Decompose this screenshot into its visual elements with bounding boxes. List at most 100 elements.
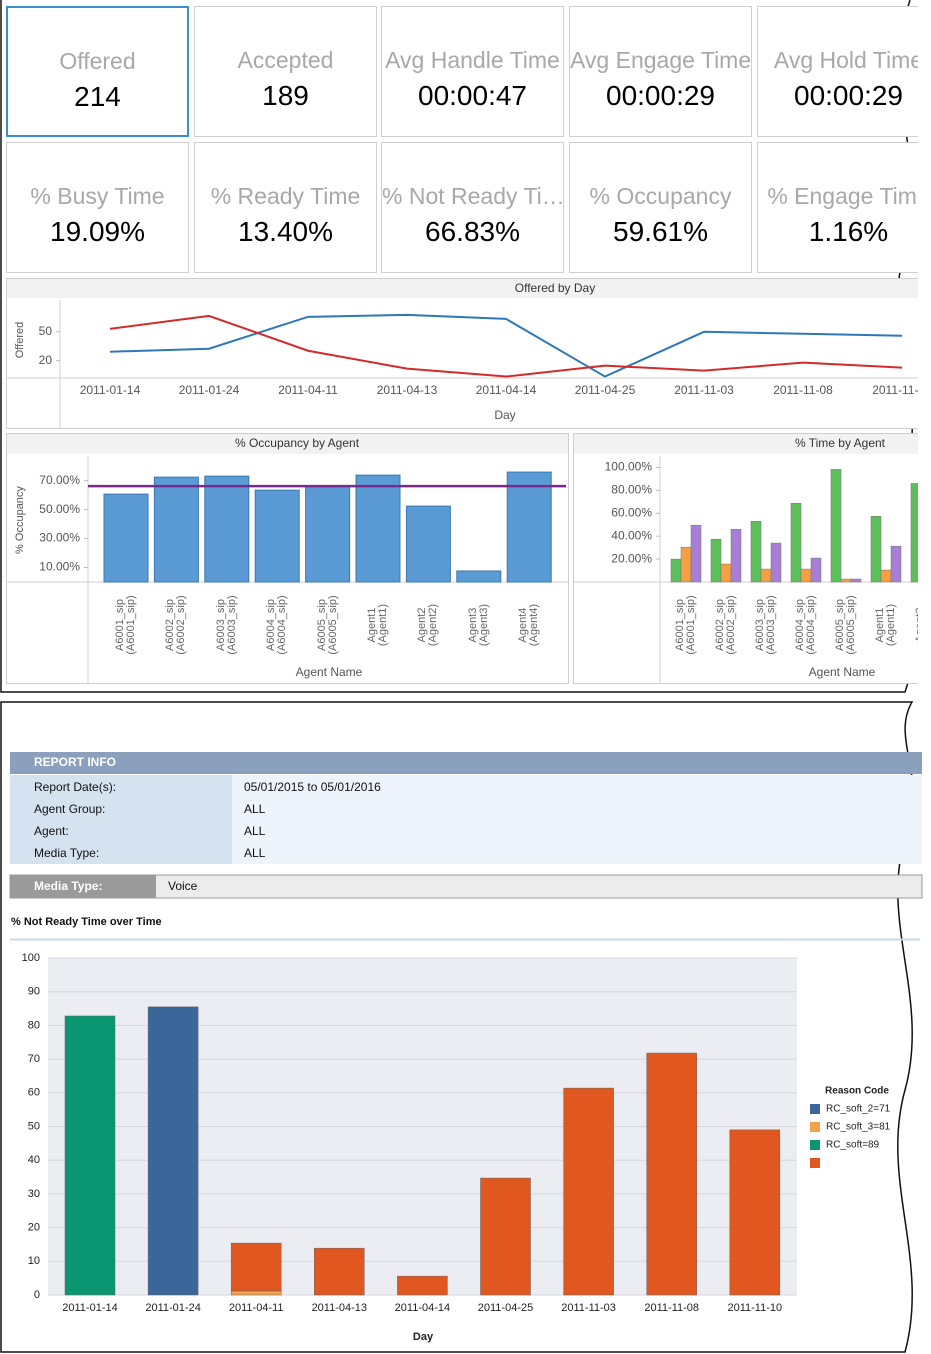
x-tick-label: 2011-04-25: [478, 1302, 533, 1314]
kpi-tile: Avg Handle Time 00:00:47: [381, 6, 564, 137]
bar-segment: [147, 1006, 199, 1296]
x-tick-label: A6004_sip (A6004_sip): [794, 595, 817, 655]
chart-frame: [573, 433, 918, 684]
bar: [456, 570, 502, 583]
x-tick-label: A6001_sip (A6001_sip): [114, 595, 137, 655]
x-tick-label: 2011-04-25: [575, 383, 636, 397]
y-axis-title: % Occupancy: [14, 486, 26, 554]
bar: [506, 471, 552, 583]
x-tick-label: A6002_sip (A6002_sip): [714, 595, 737, 655]
bar: [305, 485, 351, 583]
kpi-tile: % Ready Time 13.40%: [194, 142, 377, 273]
x-tick-label: Agent2 (Agent2): [914, 607, 918, 643]
bar: [730, 529, 742, 583]
report-label: Agent:: [34, 824, 69, 838]
bar: [720, 563, 732, 583]
report-header-bar: [10, 752, 922, 774]
y-tick-label: 100: [22, 952, 40, 964]
kpi-tile: % Engage Time 1.16%: [757, 142, 918, 273]
bar: [850, 578, 862, 583]
y-tick-label: 100.00%: [605, 460, 653, 474]
x-tick-label: 2011-01-14: [80, 383, 141, 397]
bar: [890, 545, 902, 583]
x-tick-label: A6003_sip (A6003_sip): [214, 595, 238, 655]
y-tick-label: 70: [28, 1053, 40, 1065]
section-title: % Not Ready Time over Time: [11, 916, 162, 928]
bar: [770, 542, 782, 583]
x-tick-label: 2011-11-10: [727, 1302, 782, 1314]
report-label: Media Type:: [34, 846, 100, 860]
kpi-tile: Accepted 189: [194, 6, 377, 137]
kpi-label: Avg Engage Time: [570, 47, 752, 73]
kpi-label: Avg Hold Time: [773, 47, 918, 73]
legend-swatch: [810, 1158, 820, 1168]
bar-segment: [480, 1177, 531, 1296]
y-tick-label: 10: [28, 1255, 40, 1267]
bar: [204, 475, 250, 583]
bar: [690, 524, 702, 583]
chart-title: Offered by Day: [515, 281, 595, 295]
bar: [790, 503, 802, 583]
report-value: ALL: [244, 846, 266, 860]
chart: 0 10 20 30 40 50 60 70 80 90 100 Day 2011-01-14 2011-…: [22, 952, 891, 1343]
kpi-tile: % Occupancy 59.61%: [569, 142, 752, 273]
kpi-label: Avg Handle Time: [385, 47, 560, 73]
line-series: [109, 313, 903, 378]
bar: [830, 469, 842, 583]
x-tick-label: Agent1 (Agent1): [874, 603, 897, 647]
y-tick-label: 10.00%: [39, 560, 80, 574]
y-tick-label: 50: [28, 1120, 40, 1132]
x-tick-label: 2011-04-14: [476, 383, 537, 397]
y-tick-label: 30.00%: [39, 531, 80, 545]
bar: [870, 516, 882, 583]
bar: [710, 538, 722, 583]
kpi-tile: % Not Ready Ti… 66.83%: [381, 142, 564, 273]
x-axis-title: Agent Name: [296, 665, 363, 679]
legend-label: RC_soft_3=81: [826, 1122, 891, 1133]
x-tick-label: 2011-11-08: [773, 383, 833, 397]
x-tick-label: 2011-01-24: [179, 383, 240, 397]
report-label: Report Date(s):: [34, 780, 117, 794]
x-axis-title: Agent Name: [809, 665, 876, 679]
x-tick-label: A6002_sip (A6002_sip): [164, 595, 188, 655]
report-value: 05/01/2015 to 05/01/2016: [244, 780, 381, 794]
legend-swatch: [810, 1140, 820, 1150]
report-value: ALL: [244, 802, 266, 816]
x-tick-label: Agent2 (Agent2): [416, 603, 440, 647]
y-tick-label: 20: [28, 1222, 40, 1234]
kpi-label: Accepted: [237, 47, 334, 73]
legend-swatch: [810, 1104, 820, 1114]
report-value: ALL: [244, 824, 266, 838]
x-tick-label: 2011-04-11: [229, 1302, 284, 1314]
kpi-tile: % Busy Time 19.09%: [6, 142, 189, 273]
chart-header: [574, 434, 918, 454]
bar: [810, 557, 822, 583]
kpi-value: 214: [74, 81, 121, 112]
bar: [680, 546, 692, 583]
bar: [254, 489, 300, 583]
y-tick-label: 80: [28, 1019, 40, 1031]
x-tick-label: Agent3 (Agent3): [466, 603, 490, 647]
bar: [355, 474, 401, 583]
kpi-value: 189: [262, 80, 309, 111]
y-tick-label: 50.00%: [39, 502, 80, 516]
y-tick-label: 60: [28, 1087, 40, 1099]
bar-segment: [729, 1129, 781, 1296]
x-tick-label: 2011-11-03: [674, 383, 734, 397]
kpi-label: % Engage Time: [767, 183, 918, 209]
kpi-label: % Ready Time: [210, 183, 361, 209]
kpi-tile: Avg Hold Time 00:00:29: [757, 6, 918, 137]
y-tick-label: 80.00%: [611, 483, 652, 497]
x-tick-label: 2011-04-11: [278, 383, 338, 397]
kpi-tile: Avg Engage Time 00:00:29: [569, 6, 752, 137]
y-tick-label: 90: [28, 986, 40, 998]
bar-segment: [64, 1015, 116, 1296]
x-tick-label: 2011-01-14: [62, 1302, 117, 1314]
chart-title: % Time by Agent: [795, 436, 886, 450]
report-value-column: [232, 775, 922, 864]
bar-segment: [314, 1247, 365, 1296]
bar-segment: [397, 1275, 448, 1296]
x-tick-label: 2011-11-08: [644, 1302, 699, 1314]
